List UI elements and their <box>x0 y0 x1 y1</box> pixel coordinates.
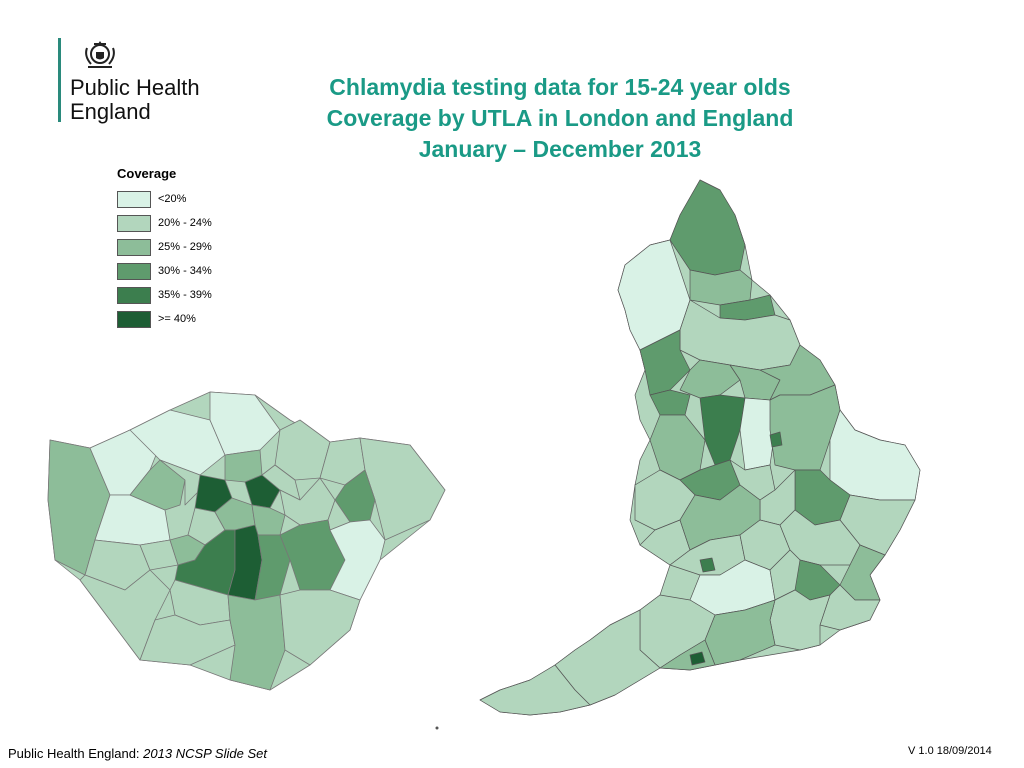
footer-version: V 1.0 18/09/2014 <box>908 745 992 757</box>
utla <box>669 179 746 276</box>
utla <box>679 359 741 399</box>
legend-label: 35% - 39% <box>158 289 212 301</box>
logo-accent-bar <box>58 38 61 122</box>
london-borough <box>244 474 281 509</box>
logo-line-1: Public Health <box>70 75 200 100</box>
legend-label: <20% <box>158 193 187 205</box>
legend-item: <20% <box>117 187 267 211</box>
utla <box>699 557 716 573</box>
london-inset-map <box>47 391 446 691</box>
legend-item: 20% - 24% <box>117 211 267 235</box>
title-line-1: Chlamydia testing data for 15-24 year ol… <box>329 74 791 100</box>
legend-item: 35% - 39% <box>117 283 267 307</box>
footer-org: Public Health England: <box>8 746 140 761</box>
legend-swatch <box>117 262 151 280</box>
london-borough <box>329 519 386 601</box>
utla <box>829 409 921 501</box>
royal-crest-icon <box>85 41 115 68</box>
map-legend: Coverage <20% 20% - 24% 25% - 29% 30% - … <box>117 166 267 331</box>
legend-item: >= 40% <box>117 307 267 331</box>
legend-swatch <box>117 238 151 256</box>
legend-item: 30% - 34% <box>117 259 267 283</box>
utla <box>479 664 591 716</box>
utla <box>689 269 753 306</box>
legend-swatch <box>117 190 151 208</box>
legend-swatch <box>117 286 151 304</box>
footer-slideset: 2013 NCSP Slide Set <box>143 746 267 761</box>
legend-item: 25% - 29% <box>117 235 267 259</box>
title-line-2: Coverage by UTLA in London and England <box>326 105 794 131</box>
legend-swatch <box>117 310 151 328</box>
footer-source: Public Health England: 2013 NCSP Slide S… <box>8 746 267 761</box>
utla <box>819 584 881 631</box>
legend-swatch <box>117 214 151 232</box>
legend-label: 20% - 24% <box>158 217 212 229</box>
title-line-3: January – December 2013 <box>418 136 702 162</box>
legend-label: 30% - 34% <box>158 265 212 277</box>
utla <box>769 431 783 448</box>
london-borough <box>279 589 361 666</box>
london-borough <box>139 614 236 666</box>
utla <box>769 549 801 601</box>
england-map <box>435 179 921 730</box>
london-borough <box>227 594 286 691</box>
utla <box>689 651 706 666</box>
logo-text: Public Health England <box>70 76 200 124</box>
utla <box>649 389 691 416</box>
london-borough <box>159 459 201 506</box>
logo-line-2: England <box>70 99 151 124</box>
phe-logo: Public Health England <box>58 38 218 124</box>
legend-label: >= 40% <box>158 313 196 325</box>
london-borough <box>261 464 301 501</box>
slide-title: Chlamydia testing data for 15-24 year ol… <box>260 72 860 165</box>
legend-title: Coverage <box>117 166 177 181</box>
isles-of-scilly <box>435 726 439 730</box>
legend-label: 25% - 29% <box>158 241 212 253</box>
utla <box>699 394 746 466</box>
